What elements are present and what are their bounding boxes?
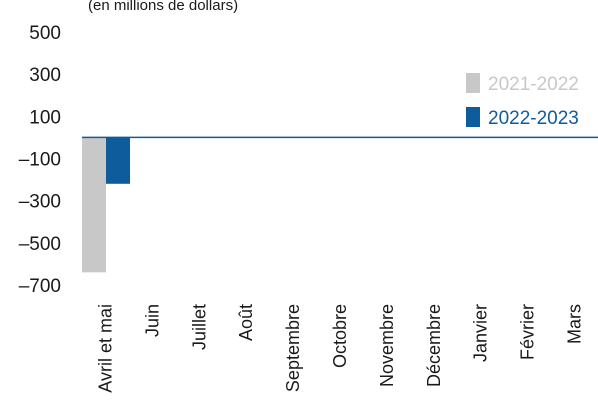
legend-swatch <box>466 73 480 93</box>
x-category-label: Décembre <box>424 304 444 387</box>
x-category-label: Mars <box>565 304 585 344</box>
bar-2022-2023-avril-et-mai <box>106 137 130 184</box>
legend-label: 2021-2022 <box>488 74 579 95</box>
y-tick-label: 300 <box>29 65 61 86</box>
x-category-label: Juin <box>142 304 162 337</box>
x-category-label: Novembre <box>377 304 397 387</box>
y-tick-label: 100 <box>29 107 61 128</box>
y-tick-label: –500 <box>19 234 61 255</box>
y-tick-label: –100 <box>19 150 61 171</box>
legend-label: 2022-2023 <box>488 108 579 129</box>
legend: 2021-2022 2022-2023 <box>466 73 579 129</box>
bar-2021-2022-avril-et-mai <box>82 137 106 273</box>
x-category-label: Avril et mai <box>95 304 115 393</box>
y-axis-ticks: 500 300 100 –100 –300 –500 –700 <box>19 23 61 297</box>
plot-bars <box>82 137 130 273</box>
x-category-label: Octobre <box>330 304 350 368</box>
chart-subtitle: (en millions de dollars) <box>88 0 238 14</box>
x-category-label: Juillet <box>189 304 209 350</box>
y-tick-label: 500 <box>29 23 61 44</box>
x-category-label: Septembre <box>283 304 303 392</box>
legend-swatch <box>466 107 480 127</box>
x-category-label: Février <box>518 304 538 360</box>
y-tick-label: –300 <box>19 192 61 213</box>
x-category-label: Août <box>236 304 256 341</box>
y-tick-label: –700 <box>19 276 61 297</box>
x-axis-categories: Avril et mai Juin Juillet Août Septembre Octo… <box>95 304 584 393</box>
x-category-label: Janvier <box>471 304 491 362</box>
